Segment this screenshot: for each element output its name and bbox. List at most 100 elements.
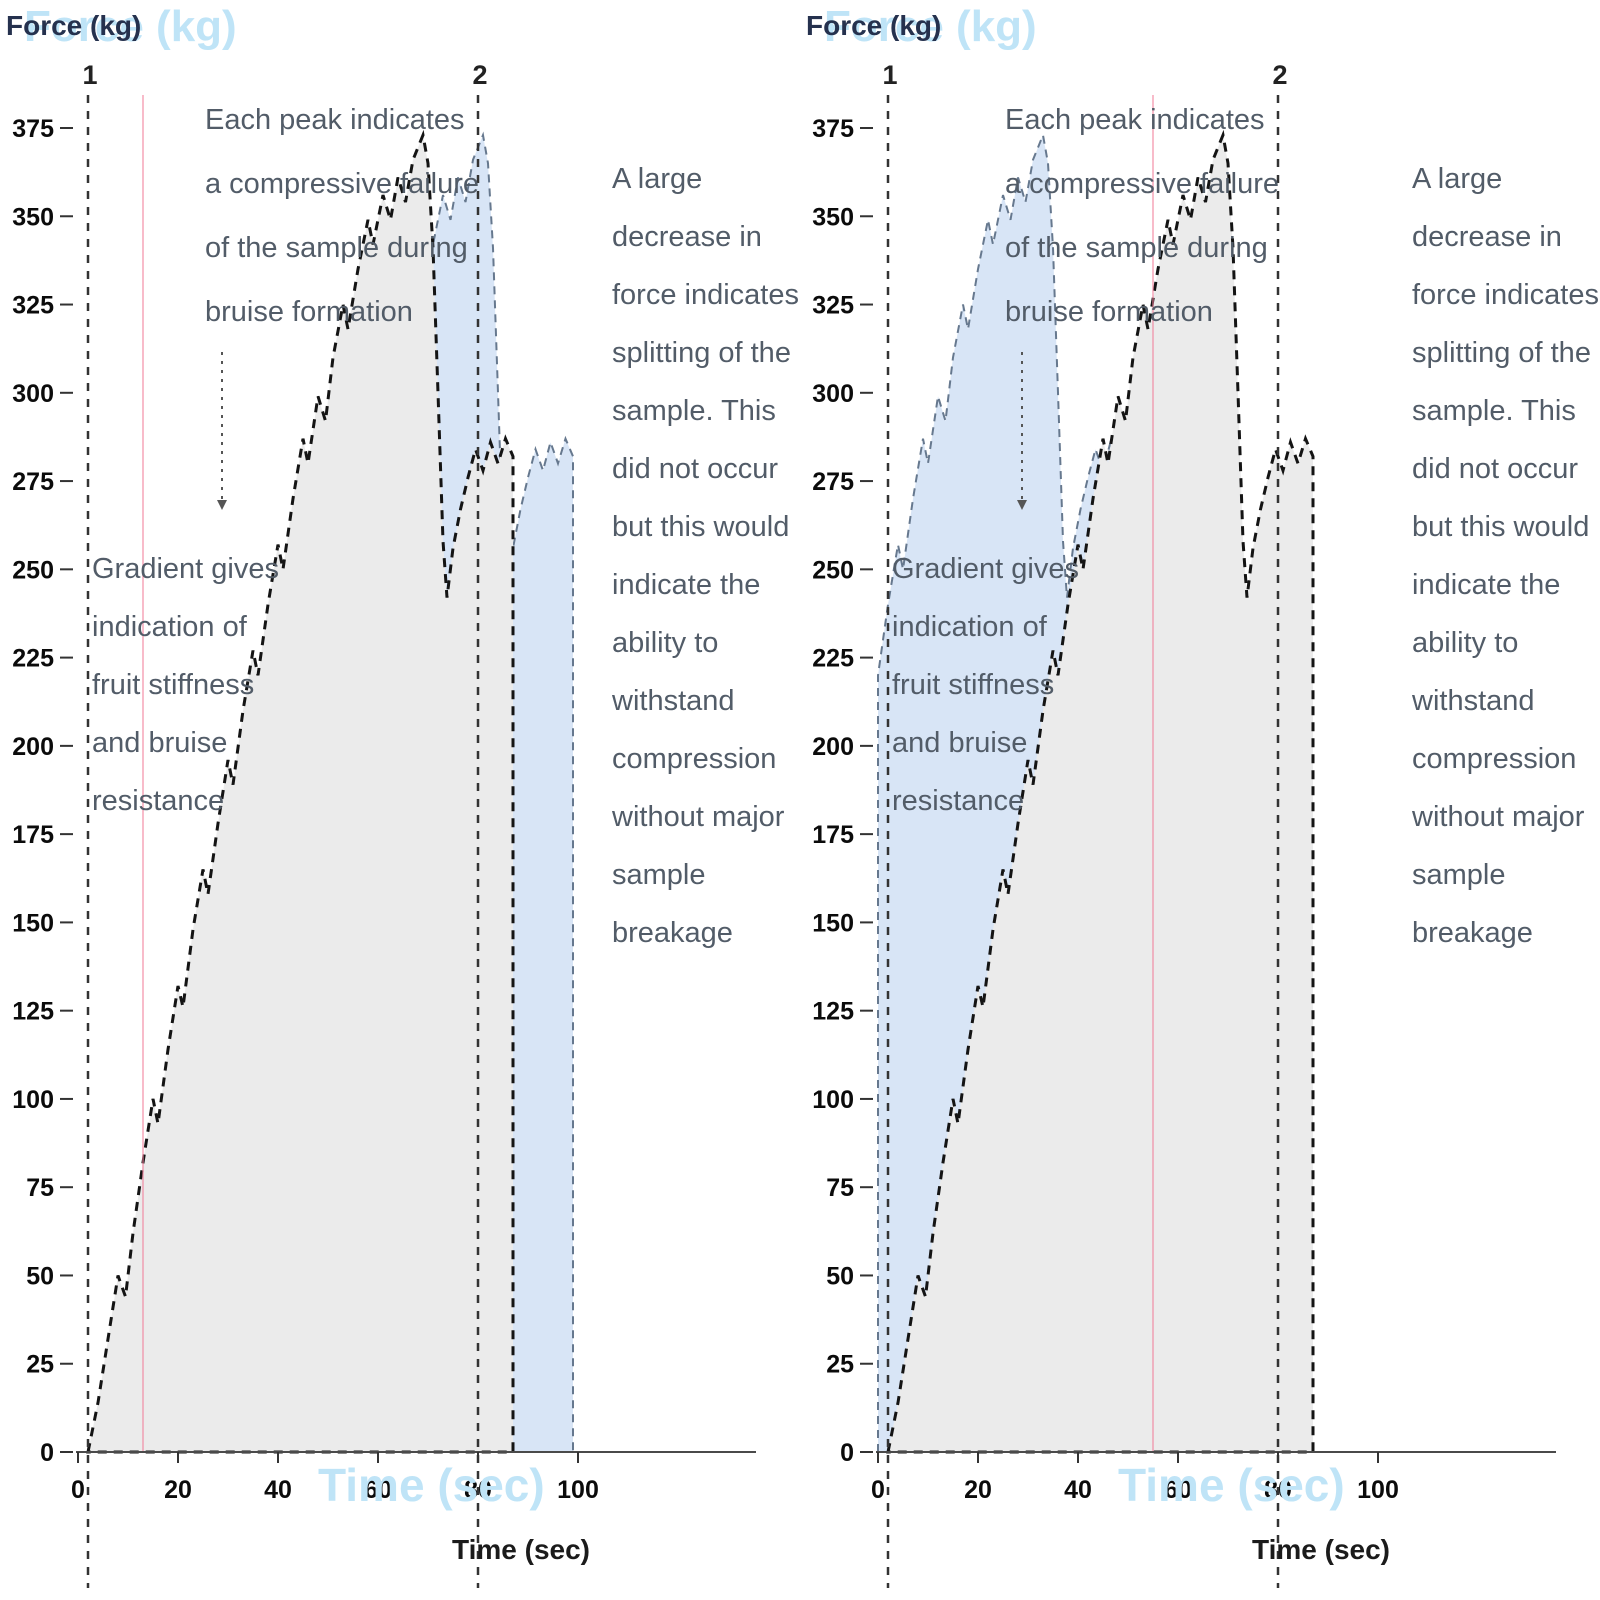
y-tick-label: 150 [812, 909, 854, 937]
split-note-line: ability to [612, 627, 719, 659]
y-tick-label: 225 [12, 645, 54, 673]
split-note-line: sample [612, 859, 706, 891]
split-note-line: indicate the [1412, 569, 1561, 601]
marker-label-1: 1 [82, 60, 97, 90]
y-tick-label: 125 [812, 998, 854, 1026]
split-note-line: sample [1412, 859, 1506, 891]
y-tick-label: 350 [812, 203, 854, 231]
x-axis-title: Time (sec) [1252, 1534, 1390, 1565]
x-tick-label: 100 [557, 1476, 599, 1504]
y-axis-title-ghost: Force (kg) [24, 2, 237, 51]
y-tick-label: 125 [12, 998, 54, 1026]
y-tick-label: 325 [12, 292, 54, 320]
peak-note: Each peak indicates a compressive failure… [1005, 88, 1279, 344]
x-tick-label: 0 [71, 1476, 85, 1504]
split-note-line: without major [612, 801, 785, 833]
y-tick-label: 150 [12, 909, 54, 937]
split-note-line: did not occur [1412, 453, 1579, 485]
peak-note-line: Each peak indicates [1005, 104, 1265, 136]
split-note-line: but this would [612, 511, 790, 543]
force-time-panel-2: Force (kg) Force (kg) 0 20 40 60 80 100 0 25 50 7… [800, 0, 1600, 1600]
split-note-line: ability to [1412, 627, 1519, 659]
y-tick-label: 275 [812, 468, 854, 496]
gradient-note-line: resistance [92, 785, 225, 817]
y-tick-label: 0 [40, 1439, 54, 1467]
peak-note-line: bruise formation [1005, 296, 1213, 328]
x-tick-label: 40 [1064, 1476, 1092, 1504]
gradient-note: Gradient gives indication of fruit stiffne… [92, 540, 279, 830]
gradient-note-line: Gradient gives [92, 553, 279, 585]
split-note: A large decrease in force indicates splitti… [1412, 150, 1599, 962]
peak-note-line: Each peak indicates [205, 104, 465, 136]
x-axis-title: Time (sec) [452, 1534, 590, 1565]
split-note-line: compression [612, 743, 777, 775]
peak-note-line: of the sample during [1005, 232, 1268, 264]
y-tick-label: 75 [26, 1174, 54, 1202]
y-tick-label: 100 [812, 1086, 854, 1114]
x-tick-label: 20 [964, 1476, 992, 1504]
gradient-note-line: indication of [892, 611, 1047, 643]
gradient-note-line: fruit stiffness [892, 669, 1055, 701]
gradient-note-line: Gradient gives [892, 553, 1079, 585]
split-note-line: A large [1412, 163, 1503, 195]
split-note-line: but this would [1412, 511, 1590, 543]
x-tick-label: 60 [1164, 1476, 1192, 1504]
split-note-line: withstand [612, 685, 735, 717]
x-tick-label: 20 [164, 1476, 192, 1504]
force-curve-area [886, 129, 1315, 1454]
gradient-note-line: and bruise [892, 727, 1028, 759]
annotation-leader-arrow [1017, 500, 1027, 510]
force-curve-area [86, 129, 515, 1454]
peak-note-line: of the sample during [205, 232, 468, 264]
x-tick-label: 40 [264, 1476, 292, 1504]
y-axis-title-ghost: Force (kg) [824, 2, 1037, 51]
split-note-line: withstand [1412, 685, 1535, 717]
y-tick-label: 0 [840, 1439, 854, 1467]
y-tick-label: 375 [812, 115, 854, 143]
split-note-line: breakage [612, 917, 733, 949]
marker-label-1: 1 [882, 60, 897, 90]
y-tick-label: 300 [12, 380, 54, 408]
x-tick-label: 0 [871, 1476, 885, 1504]
y-tick-label: 25 [826, 1351, 854, 1379]
y-tick-label: 325 [812, 292, 854, 320]
split-note-line: sample. This [1412, 395, 1576, 427]
y-tick-label: 175 [12, 821, 54, 849]
y-tick-label: 225 [812, 645, 854, 673]
x-axis-title-ghost: Time (sec) [1118, 1459, 1345, 1511]
split-note-line: breakage [1412, 917, 1533, 949]
y-axis-title: Force (kg) [806, 10, 942, 41]
force-time-panel-1: Force (kg) Force (kg) 0 20 40 60 80 100 0 25 50 7… [6, 2, 799, 1588]
split-note-line: without major [1412, 801, 1585, 833]
split-note-line: did not occur [612, 453, 779, 485]
y-tick-label: 350 [12, 203, 54, 231]
y-axis-title: Force (kg) [6, 10, 142, 41]
gradient-note-line: and bruise [92, 727, 228, 759]
force-time-chart: 0 20 40 60 80 1000255075100125150175200225250… [812, 60, 1556, 1588]
y-tick-label: 175 [812, 821, 854, 849]
y-tick-label: 275 [12, 468, 54, 496]
split-note-line: compression [1412, 743, 1577, 775]
x-tick-label: 100 [1357, 1476, 1399, 1504]
y-tick-label: 375 [12, 115, 54, 143]
y-tick-label: 100 [12, 1086, 54, 1114]
split-note: A large decrease in force indicates splitti… [612, 150, 799, 962]
y-tick-label: 250 [812, 556, 854, 584]
y-tick-label: 25 [26, 1351, 54, 1379]
y-tick-label: 200 [12, 733, 54, 761]
split-note-line: splitting of the [1412, 337, 1591, 369]
y-tick-label: 75 [826, 1174, 854, 1202]
gradient-note-line: resistance [892, 785, 1025, 817]
gradient-note-line: indication of [92, 611, 247, 643]
x-axis-title-ghost: Time (sec) [318, 1459, 545, 1511]
peak-note-line: bruise formation [205, 296, 413, 328]
y-tick-label: 200 [812, 733, 854, 761]
y-tick-label: 250 [12, 556, 54, 584]
marker-label-2: 2 [472, 60, 487, 90]
peak-note-line: a compressive failure [205, 168, 479, 200]
peak-note-line: a compressive failure [1005, 168, 1279, 200]
split-note-line: indicate the [612, 569, 761, 601]
split-note-line: force indicates [1412, 279, 1599, 311]
split-note-line: force indicates [612, 279, 799, 311]
